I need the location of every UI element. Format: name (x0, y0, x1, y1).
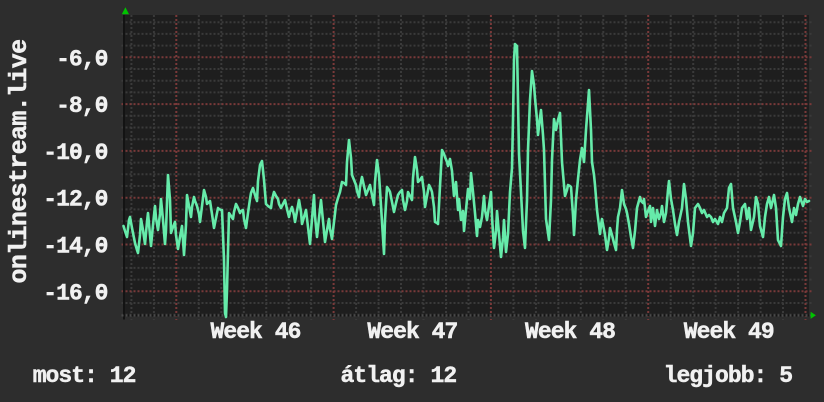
svg-text:Week 48: Week 48 (525, 319, 615, 345)
svg-text:-6,0: -6,0 (56, 46, 108, 72)
svg-text:átlag: 12: átlag: 12 (341, 363, 457, 389)
svg-text:most: 12: most: 12 (33, 363, 136, 389)
svg-text:-12,0: -12,0 (43, 187, 107, 213)
svg-text:-8,0: -8,0 (56, 93, 108, 119)
svg-text:legjobb: 5: legjobb: 5 (664, 363, 793, 389)
svg-text:Week 46: Week 46 (211, 319, 301, 345)
svg-text:Week 47: Week 47 (367, 319, 457, 345)
svg-text:onlinestream.live: onlinestream.live (5, 40, 34, 284)
svg-text:-16,0: -16,0 (43, 280, 107, 306)
svg-text:-14,0: -14,0 (43, 234, 107, 260)
svg-text:Week 49: Week 49 (684, 319, 774, 345)
svg-text:-10,0: -10,0 (43, 140, 107, 166)
